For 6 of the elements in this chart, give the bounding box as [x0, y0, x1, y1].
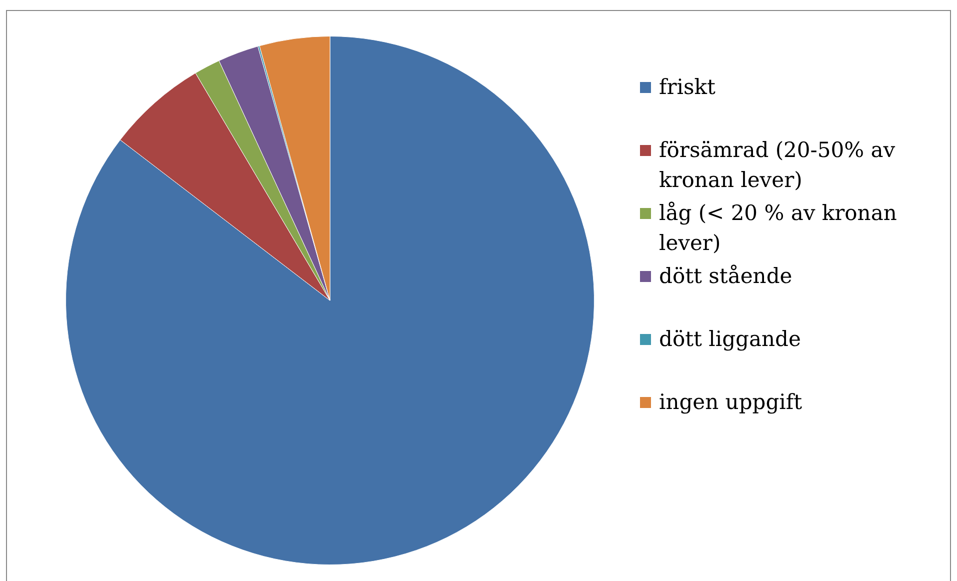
- legend-label: ingen uppgift: [659, 389, 802, 416]
- legend-label: dött stående: [659, 263, 792, 290]
- legend-label: friskt: [659, 74, 716, 101]
- legend-label: försämrad (20-50% av kronan lever): [659, 137, 896, 194]
- legend-label: låg (< 20 % av kronan lever): [659, 200, 898, 257]
- legend-label: dött liggande: [659, 326, 801, 353]
